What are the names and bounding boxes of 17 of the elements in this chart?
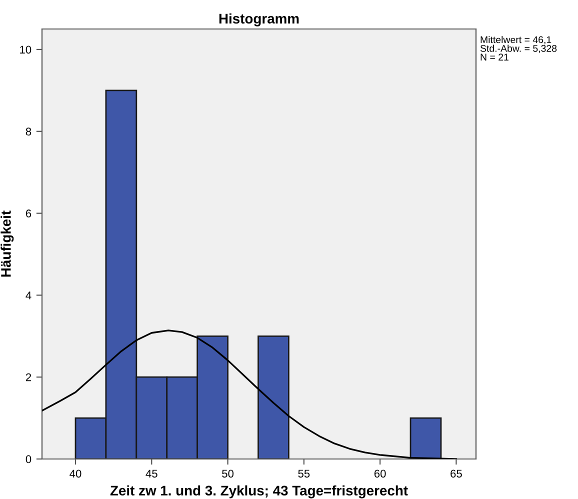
y-tick-label: 2: [26, 373, 32, 382]
x-tick-label: 40: [70, 470, 82, 478]
x-tick-label: 55: [298, 470, 310, 478]
text: Mittelwert = 46,1 Std.-Abw. = 5,328 N = 21: [480, 36, 557, 60]
y-tick-label: 6: [26, 210, 32, 218]
x-tick-label: 65: [450, 470, 462, 478]
y-tick-label: 8: [26, 128, 32, 136]
x-tick-label: 60: [374, 470, 386, 478]
y-tick-label: 10: [20, 46, 32, 54]
x-tick-label: 50: [222, 470, 234, 478]
line-series: [42, 330, 458, 459]
y-axis-title: Häufigkeit: [0, 210, 14, 277]
x-axis-title: Zeit zw 1. und 3. Zyklus; 43 Tage=fristgerecht: [110, 485, 408, 498]
y-tick-label: 0: [26, 455, 32, 464]
chart-title: Histogramm: [219, 13, 299, 26]
x-tick-label: 45: [146, 470, 158, 478]
y-tick-label: 4: [26, 292, 32, 300]
